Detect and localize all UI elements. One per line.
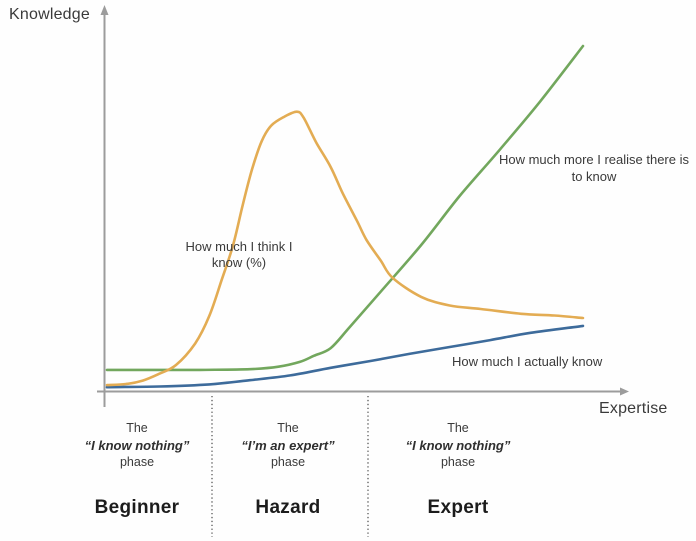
- phase-expert: The “I know nothing” phase Expert: [378, 420, 538, 519]
- phase-line-the: The: [126, 421, 148, 435]
- phase-quote: “I’m an expert”: [241, 438, 335, 453]
- phase-beginner: The “I know nothing” phase Beginner: [57, 420, 217, 519]
- phase-name-hazard: Hazard: [255, 497, 321, 518]
- phase-line-the: The: [447, 421, 469, 435]
- series-label-actually: How much I actually know: [452, 354, 603, 369]
- y-axis-arrow-icon: [100, 5, 109, 15]
- curve-realise: [105, 44, 585, 372]
- x-axis-arrow-icon: [620, 387, 629, 396]
- phase-hazard: The “I’m an expert” phase Hazard: [208, 420, 368, 519]
- phase-name-beginner: Beginner: [94, 497, 180, 518]
- phase-line-phase: phase: [119, 455, 155, 469]
- x-axis-label: Expertise: [599, 400, 668, 417]
- curve-think: [105, 110, 585, 387]
- series-label-think: How much I think I know (%): [185, 239, 293, 270]
- curve-group: [105, 44, 585, 389]
- phase-name-expert: Expert: [427, 497, 489, 518]
- phase-line-phase: phase: [440, 455, 476, 469]
- curve-actually: [105, 324, 585, 389]
- phase-line-the: The: [277, 421, 299, 435]
- y-axis-label: Knowledge: [9, 6, 90, 23]
- phase-line-phase: phase: [270, 455, 306, 469]
- series-label-realise: How much more I realise there is to know: [498, 152, 689, 184]
- phase-quote: “I know nothing”: [84, 438, 190, 453]
- phase-quote: “I know nothing”: [405, 438, 511, 453]
